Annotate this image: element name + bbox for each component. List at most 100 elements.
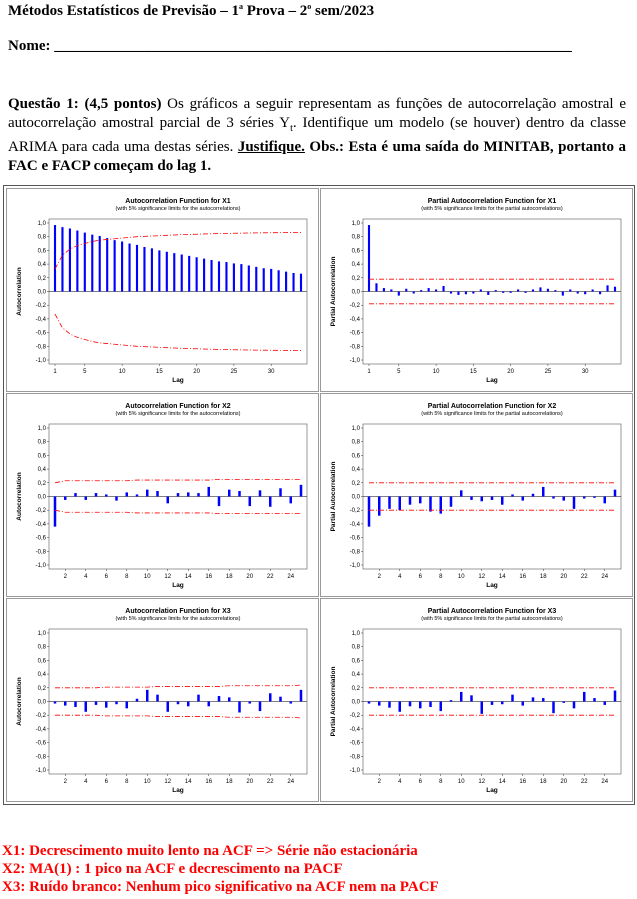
chart-panel-2: Partial Autocorrelation Function for X1(…	[320, 188, 633, 392]
y-tick-label: -0,4	[36, 727, 47, 733]
acf-bar	[449, 496, 453, 507]
acf-bar	[228, 697, 231, 702]
x-tick-label: 22	[581, 574, 588, 580]
x-axis-label: Lag	[172, 377, 184, 384]
acf-bar	[135, 698, 139, 702]
acf-bar	[408, 496, 412, 505]
acf-bar	[460, 691, 463, 702]
acf-bar	[480, 701, 483, 714]
acf-bar	[248, 701, 251, 704]
acf-bar	[207, 486, 210, 497]
y-tick-label: 0,0	[352, 495, 361, 501]
acf-bar	[521, 701, 524, 706]
acf-bar	[197, 493, 200, 497]
upper-significance-limit	[54, 478, 301, 484]
acf-bar	[94, 493, 98, 497]
y-tick-label: 0,4	[38, 262, 47, 268]
acf-bar	[429, 496, 432, 512]
acf-bar	[84, 701, 87, 712]
x-tick-label: 16	[205, 779, 212, 785]
y-tick-label: 1,0	[352, 221, 361, 227]
y-tick-label: 0,8	[352, 235, 361, 241]
y-tick-label: 0,4	[352, 467, 361, 473]
y-tick-label: 0,8	[38, 235, 47, 241]
acf-bar	[135, 494, 139, 497]
x-tick-label: 22	[581, 779, 588, 785]
acf-bar	[472, 291, 475, 294]
y-tick-label: -0,2	[36, 303, 47, 309]
acf-bar	[511, 494, 514, 497]
acf-bar	[479, 289, 482, 292]
acf-bar	[449, 700, 453, 702]
acf-bar	[94, 701, 98, 705]
acf-bar	[613, 286, 617, 292]
x-tick-label: 25	[231, 369, 238, 375]
acf-bar	[375, 283, 378, 292]
chart-subtitle: (with 5% significance limits for the aut…	[115, 411, 240, 417]
x-axis-label: Lag	[486, 582, 498, 589]
acf-bar	[238, 491, 241, 497]
chart-title: Partial Autocorrelation Function for X3	[428, 608, 557, 615]
x-tick-label: 6	[419, 779, 423, 785]
x-tick-label: 16	[519, 574, 526, 580]
acf-bar	[388, 701, 391, 708]
y-tick-label: -0,8	[350, 344, 361, 350]
x-tick-label: 12	[478, 779, 485, 785]
acf-bar	[572, 496, 576, 509]
chart-panel-5: Autocorrelation Function for X3 (with 5% …	[6, 598, 319, 802]
y-axis-label: Autocorrelation	[16, 472, 23, 520]
acf-bar	[562, 496, 565, 501]
chart-subtitle: (with 5% significance limits for the par…	[421, 206, 563, 212]
acf-bar	[277, 270, 280, 292]
y-tick-label: -0,2	[350, 303, 361, 309]
x-tick-label: 22	[267, 574, 274, 580]
acf-bar	[501, 701, 504, 705]
acf-bar	[166, 701, 169, 712]
acf-bar	[258, 490, 262, 497]
acf-bar	[606, 285, 609, 292]
acf-bar	[176, 701, 180, 705]
acf-bar	[464, 291, 467, 295]
acf-bar	[502, 291, 505, 293]
y-tick-label: -0,2	[36, 713, 47, 719]
y-tick-label: -1,0	[350, 358, 361, 364]
acf-bar	[398, 496, 401, 511]
acf-bar	[187, 492, 190, 497]
answer-x1: X1: Decrescimento muito lento na ACF => …	[2, 843, 418, 859]
y-axis-label: Partial Autocorrelation	[330, 257, 337, 327]
chart-svg: Autocorrelation Function for X2(with 5% …	[16, 403, 308, 589]
x-tick-label: 1	[367, 369, 371, 375]
y-axis-label: Partial Autocorrelation	[330, 667, 337, 737]
x-tick-label: 14	[185, 779, 192, 785]
y-tick-label: -0,8	[350, 754, 361, 760]
acf-bar	[487, 291, 490, 295]
acf-bar	[113, 240, 116, 292]
x-tick-label: 4	[398, 779, 402, 785]
acf-bar	[156, 491, 159, 497]
acf-bar	[240, 264, 243, 292]
acf-bar	[105, 701, 108, 708]
x-tick-label: 14	[185, 574, 192, 580]
y-tick-label: -1,0	[36, 358, 47, 364]
question-text: Questão 1: (4,5 pontos) Os gráficos a se…	[8, 96, 626, 174]
x-tick-label: 10	[458, 779, 465, 785]
acf-bar	[390, 289, 393, 292]
x-tick-label: 20	[507, 369, 514, 375]
acf-bar	[262, 268, 265, 292]
acf-bar	[490, 701, 494, 705]
chart-title: Autocorrelation Function for X3	[125, 608, 230, 615]
x-tick-label: 20	[560, 574, 567, 580]
y-tick-label: 0,6	[38, 453, 47, 459]
y-tick-label: -0,8	[36, 754, 47, 760]
y-tick-label: -0,8	[36, 549, 47, 555]
x-tick-label: 16	[205, 574, 212, 580]
lower-significance-limit	[55, 714, 302, 719]
acf-bar	[106, 238, 109, 292]
acf-bar	[299, 273, 303, 292]
acf-bar	[613, 489, 617, 497]
y-tick-label: -0,6	[350, 741, 361, 747]
x-tick-label: 8	[125, 779, 129, 785]
y-tick-label: 0,8	[38, 440, 47, 446]
x-tick-label: 16	[519, 779, 526, 785]
x-tick-label: 4	[84, 574, 88, 580]
